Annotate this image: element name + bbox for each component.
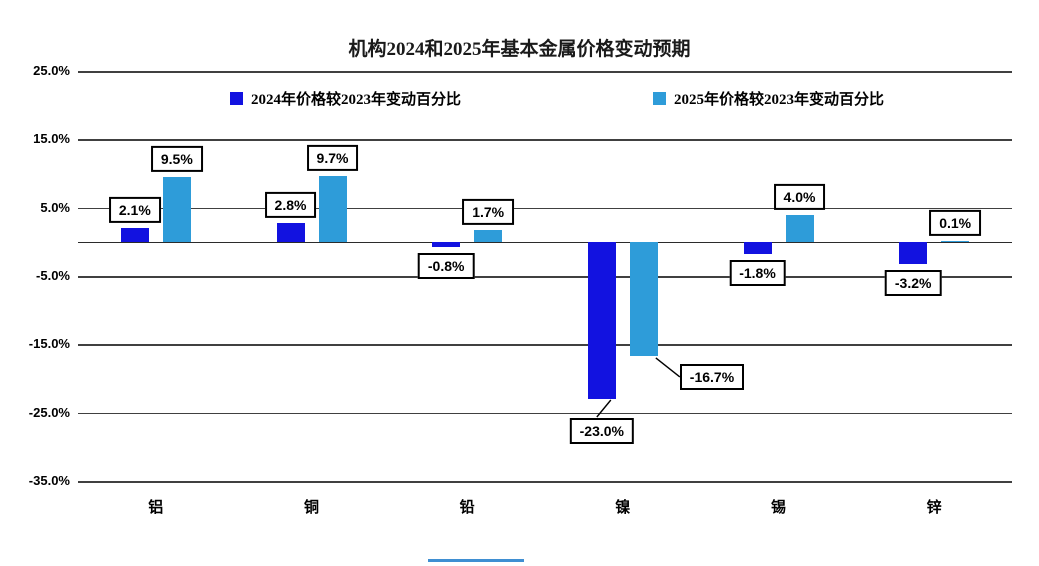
x-axis-category-label: 镍 [615, 499, 631, 516]
gridline [78, 139, 1012, 141]
y-axis-tick-label: -15.0% [28, 336, 70, 352]
data-label: -0.8% [417, 253, 475, 280]
gridline [78, 481, 1012, 483]
zero-axis-line [78, 241, 1012, 244]
legend-label-2024: 2024年价格较2023年变动百分比 [251, 92, 462, 108]
data-label: -1.8% [729, 260, 786, 287]
bar-series1-3 [432, 241, 461, 248]
bar-series1-6 [899, 241, 928, 264]
y-axis-tick-label: 5.0% [40, 199, 70, 215]
gridline [78, 71, 1012, 73]
legend-item-2024: 2024年价格较2023年变动百分比 [230, 88, 461, 109]
data-label: -23.0% [569, 418, 635, 445]
legend-swatch-2025 [653, 92, 666, 105]
bar-series2-4 [629, 241, 658, 356]
legend-item-2025: 2025年价格较2023年变动百分比 [653, 88, 884, 109]
data-label: 9.5% [150, 145, 203, 172]
x-axis-category-label: 锡 [770, 499, 787, 516]
data-label: 1.7% [462, 199, 515, 226]
chart-title: 机构2024和2025年基本金属价格变动预期 [348, 39, 691, 60]
y-axis-tick-label: -25.0% [28, 404, 70, 420]
x-axis-category-label: 铜 [303, 499, 320, 516]
data-label: 9.7% [306, 144, 359, 171]
data-label: 0.1% [929, 210, 982, 237]
bar-series1-5 [743, 241, 772, 255]
x-axis-category-label: 铝 [148, 499, 164, 516]
data-label: 4.0% [773, 183, 826, 210]
legend-label-2025: 2025年价格较2023年变动百分比 [674, 92, 885, 108]
legend-swatch-2024 [230, 92, 243, 105]
cropped-bottom-element [428, 559, 524, 562]
y-axis-tick-label: 15.0% [33, 131, 70, 147]
bar-series2-3 [474, 230, 503, 242]
data-label: -3.2% [884, 269, 942, 296]
bar-series2-6 [941, 241, 970, 243]
gridline [78, 344, 1012, 346]
data-label: 2.1% [108, 196, 161, 223]
y-axis-tick-label: -5.0% [36, 268, 70, 283]
gridline [78, 207, 1012, 210]
bar-series2-1 [162, 176, 191, 242]
data-label: -16.7% [679, 363, 745, 390]
gridline [78, 412, 1012, 415]
x-axis-category-label: 锌 [926, 499, 942, 516]
bar-series1-2 [276, 222, 305, 242]
gridline [78, 276, 1012, 278]
x-axis-category-label: 铅 [459, 499, 475, 516]
bar-series1-4 [587, 241, 616, 399]
data-label: 2.8% [264, 191, 317, 218]
y-axis-tick-label: -35.0% [28, 473, 70, 488]
bar-series2-2 [318, 175, 347, 242]
bar-series1-1 [120, 227, 149, 242]
bar-series2-5 [785, 214, 814, 242]
y-axis-tick-label: 25.0% [33, 63, 70, 78]
